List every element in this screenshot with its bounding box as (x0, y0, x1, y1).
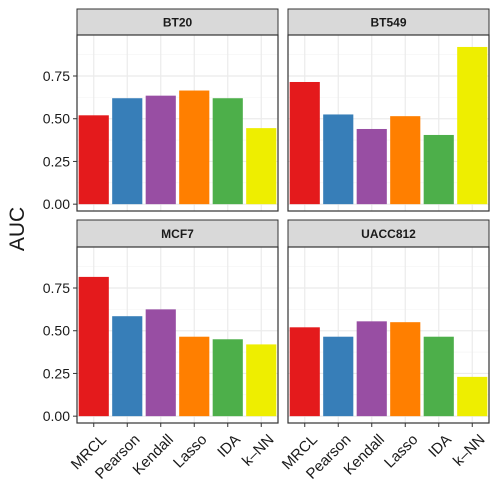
bar-bt20-5 (246, 128, 277, 205)
y-tick-label: 0.75 (43, 280, 70, 296)
y-tick-label: 0.00 (43, 196, 70, 212)
facet-panel-bt20: BT20 0.00 0.25 0.50 0.75 (43, 8, 279, 212)
bar-uacc812-5 (457, 376, 488, 417)
panel-border (76, 246, 279, 424)
bar-bt549-1 (323, 114, 354, 205)
panel-border (287, 246, 490, 424)
bar-bt549-3 (390, 116, 421, 205)
facet-strip-label: BT549 (370, 16, 406, 30)
y-tick-label: 0.00 (43, 408, 70, 424)
y-axis-title: AUC (6, 207, 29, 251)
facet-strip-label: MCF7 (161, 227, 194, 241)
y-tick-label: 0.25 (43, 153, 70, 169)
bar-mcf7-1 (112, 316, 143, 417)
bar-bt549-0 (289, 81, 320, 205)
bar-bt549-4 (423, 134, 454, 205)
bar-bt20-4 (212, 98, 243, 205)
bar-bt20-0 (78, 115, 109, 205)
bar-uacc812-2 (356, 321, 387, 417)
x-tick-label: Lasso (381, 431, 421, 471)
bar-bt549-5 (457, 46, 488, 205)
panel-background (77, 247, 278, 423)
facet-strip-label: BT20 (163, 16, 193, 30)
facet-strip (287, 8, 490, 36)
bar-uacc812-0 (289, 327, 320, 417)
panel-background (288, 35, 489, 211)
y-tick-label: 0.25 (43, 365, 70, 381)
facet-strip (76, 219, 279, 248)
facet-strip (76, 8, 279, 36)
panel-border (287, 34, 490, 212)
y-tick-label: 0.50 (43, 323, 70, 339)
facet-panel-mcf7: MCF70.000.250.500.75MRCLPearsonKendallLa… (43, 219, 279, 483)
bar-bt20-3 (179, 90, 210, 205)
bar-mcf7-4 (212, 339, 243, 417)
bar-bt20-2 (145, 95, 176, 205)
bar-uacc812-3 (390, 322, 421, 417)
panel-border (76, 34, 279, 212)
facet-panel-bt549: BT549 (287, 8, 490, 212)
facet-strip-label: UACC812 (361, 227, 416, 241)
bar-mcf7-3 (179, 336, 210, 417)
panel-background (77, 35, 278, 211)
x-tick-label: k–NN (450, 431, 489, 470)
bar-mcf7-0 (78, 276, 109, 417)
bar-mcf7-5 (246, 344, 277, 417)
bar-uacc812-4 (423, 336, 454, 417)
bar-uacc812-1 (323, 336, 354, 417)
panel-background (288, 247, 489, 423)
bar-mcf7-2 (145, 309, 176, 417)
bar-bt20-1 (112, 98, 143, 205)
x-tick-label: Lasso (170, 431, 210, 471)
y-tick-label: 0.50 (43, 111, 70, 127)
y-tick-label: 0.75 (43, 68, 70, 84)
bar-bt549-2 (356, 128, 387, 205)
facet-strip (287, 219, 490, 248)
x-tick-label: k–NN (239, 431, 278, 470)
